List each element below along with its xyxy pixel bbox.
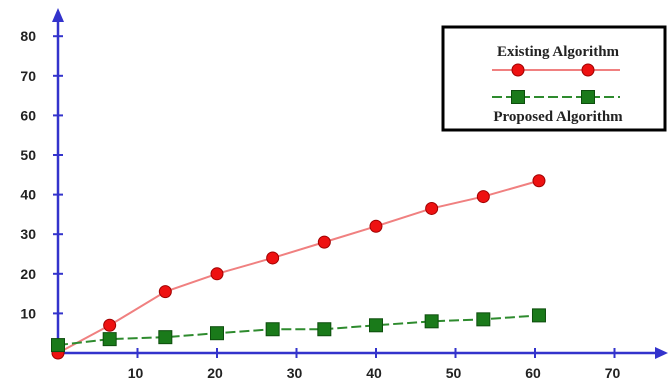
x-tick-label: 20 (207, 365, 223, 381)
data-point (317, 235, 331, 249)
data-point (158, 330, 173, 345)
data-point (476, 190, 490, 204)
legend-marker (581, 90, 595, 104)
legend-marker (581, 63, 595, 77)
data-point (369, 318, 383, 333)
series-2 (51, 308, 546, 353)
x-tick-label: 70 (605, 365, 621, 381)
y-tick-label: 40 (20, 187, 36, 203)
x-tick-label: 10 (128, 365, 144, 381)
legend: Existing Algorithm Proposed Algorithm (441, 25, 667, 132)
y-tick-label: 10 (20, 305, 36, 321)
legend-marker (511, 90, 525, 104)
tick-labels: 10203040506070801020304050607080 (20, 28, 621, 381)
x-tick-label: 50 (446, 365, 462, 381)
series-line (57, 179, 540, 354)
y-tick-label: 50 (20, 147, 36, 163)
data-point (266, 251, 280, 265)
data-point (369, 219, 383, 233)
axes (52, 8, 668, 359)
data-point (265, 322, 280, 337)
data-point (51, 338, 65, 353)
y-tick-label: 70 (20, 68, 36, 84)
data-point (210, 267, 224, 281)
x-tick-label: 30 (287, 365, 303, 381)
series-1 (51, 174, 546, 360)
legend-label: Proposed Algorithm (493, 109, 623, 125)
data-point (425, 201, 439, 215)
y-axis-arrow (52, 8, 64, 22)
series-layer (51, 174, 546, 360)
x-tick-label: 60 (525, 365, 541, 381)
y-tick-label: 20 (20, 266, 36, 282)
x-axis-arrow (655, 347, 668, 359)
data-point (317, 322, 332, 337)
y-tick-label: 60 (20, 107, 36, 123)
data-point (476, 312, 491, 327)
legend-label: Existing Algorithm (497, 44, 620, 60)
data-point (424, 314, 439, 329)
data-point (210, 326, 224, 341)
y-tick-label: 80 (20, 28, 36, 44)
data-point (532, 174, 546, 188)
data-point (102, 332, 117, 347)
data-point (103, 318, 117, 332)
series-line (57, 314, 540, 347)
legend-box (441, 25, 667, 132)
x-tick-label: 40 (366, 365, 382, 381)
data-point (531, 308, 546, 323)
legend-marker (511, 63, 525, 77)
data-point (158, 285, 172, 299)
y-tick-label: 30 (20, 226, 36, 242)
